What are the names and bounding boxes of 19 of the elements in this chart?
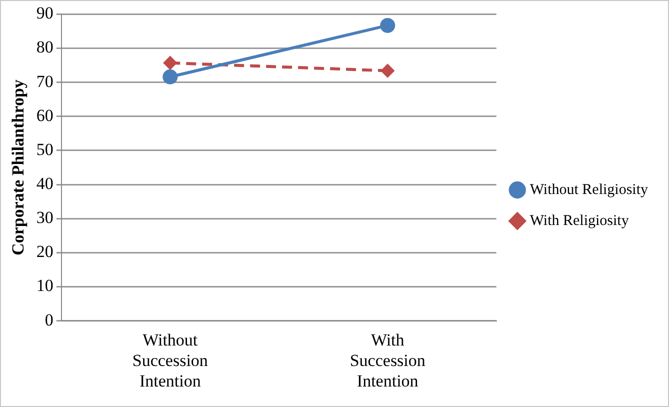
y-tick-label: 10 (36, 276, 54, 296)
y-tick-label: 40 (36, 174, 54, 193)
y-tick-label: 70 (36, 72, 54, 91)
y-tick-label: 80 (36, 38, 54, 57)
legend-label: Without Religiosity (530, 182, 648, 198)
y-tick-label: 50 (36, 140, 54, 159)
legend-label: With Religiosity (530, 212, 630, 229)
y-axis-title: Corporate Philanthropy (8, 79, 28, 256)
x-tick-label: Without Succession Intention (132, 330, 208, 390)
y-tick-label: 30 (36, 208, 54, 228)
y-tick-label: 20 (36, 242, 54, 262)
point (164, 56, 177, 70)
point (380, 18, 396, 33)
y-tick-label: 90 (36, 4, 54, 23)
point (162, 69, 178, 84)
point (381, 64, 394, 78)
y-tick-label: 0 (44, 310, 54, 330)
y-tick-label: 60 (36, 106, 54, 125)
x-tick-label: With Succession Intention (350, 330, 426, 390)
